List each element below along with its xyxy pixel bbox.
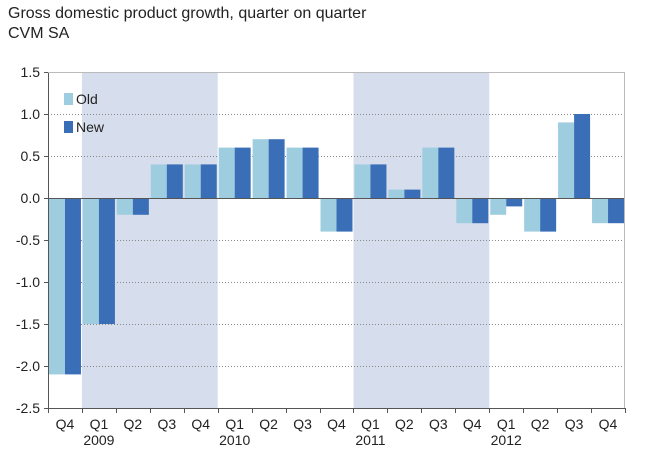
- x-tick-label-0: Q4: [56, 416, 75, 432]
- year-label-2010: 2010: [219, 432, 250, 448]
- x-tick-label-8: Q4: [327, 416, 346, 432]
- bar-new-15: [574, 114, 591, 198]
- bar-old-3: [150, 164, 167, 198]
- gridlines: [48, 114, 625, 367]
- y-tick-label-0: 1.5: [21, 64, 41, 80]
- bar-old-15: [558, 122, 575, 198]
- chart-title-block: Gross domestic product growth, quarter o…: [8, 4, 366, 44]
- legend: Old New: [64, 91, 105, 135]
- year-label-2011: 2011: [355, 432, 385, 448]
- chart-title: Gross domestic product growth, quarter o…: [8, 5, 367, 22]
- bar-old-10: [388, 189, 405, 198]
- x-tick-label-2: Q2: [124, 416, 143, 432]
- x-tick-label-12: Q4: [463, 416, 482, 432]
- legend-swatch-new: [64, 121, 73, 133]
- y-tick-label-1: 1.0: [21, 106, 41, 122]
- bar-new-1: [98, 198, 115, 324]
- bar-old-0: [48, 198, 65, 375]
- x-tick-label-13: Q1: [497, 416, 516, 432]
- y-tick-label-8: -2.5: [16, 400, 40, 416]
- bar-new-10: [404, 189, 421, 198]
- bar-old-12: [456, 198, 473, 224]
- bar-new-5: [234, 147, 251, 198]
- bar-new-0: [64, 198, 81, 375]
- legend-swatch-old: [64, 93, 73, 105]
- bar-old-8: [320, 198, 337, 232]
- bar-old-1: [82, 198, 99, 324]
- y-tick-label-2: 0.5: [21, 148, 41, 164]
- bar-old-6: [252, 139, 269, 198]
- legend-label-new: New: [76, 119, 105, 135]
- x-tick-label-4: Q4: [191, 416, 210, 432]
- year-label-2009: 2009: [83, 432, 114, 448]
- x-tick-label-5: Q1: [225, 416, 244, 432]
- x-tick-label-3: Q3: [157, 416, 176, 432]
- x-tick-label-7: Q3: [293, 416, 312, 432]
- bar-old-14: [524, 198, 541, 232]
- x-tick-label-6: Q2: [259, 416, 278, 432]
- legend-label-old: Old: [76, 91, 98, 107]
- x-tick-labels: Q4 Q1 Q2 Q3 Q4 Q1 Q2 Q3 Q4 Q1 Q2 Q3 Q4 Q1 Q2 Q3 Q4 2009 20…: [48, 408, 626, 448]
- x-tick-label-1: Q1: [90, 416, 109, 432]
- bar-new-6: [268, 139, 285, 198]
- bar-old-16: [592, 198, 609, 224]
- bar-new-9: [370, 164, 387, 198]
- bar-new-7: [302, 147, 319, 198]
- x-tick-label-10: Q2: [395, 416, 414, 432]
- x-tick-label-11: Q3: [429, 416, 448, 432]
- x-tick-label-14: Q2: [531, 416, 550, 432]
- bar-old-13: [490, 198, 507, 215]
- y-tick-label-4: -0.5: [16, 232, 40, 248]
- y-tick-label-6: -1.5: [16, 316, 40, 332]
- bar-old-9: [354, 164, 371, 198]
- axes: [48, 72, 625, 409]
- bar-new-8: [336, 198, 353, 232]
- bar-old-5: [218, 147, 235, 198]
- bar-old-4: [184, 164, 201, 198]
- bar-new-12: [472, 198, 489, 224]
- year-label-2012: 2012: [491, 432, 522, 448]
- bar-new-13: [506, 198, 523, 207]
- bar-new-16: [608, 198, 625, 224]
- x-tick-label-15: Q3: [565, 416, 584, 432]
- y-tick-label-3: 0.0: [21, 190, 41, 206]
- y-tick-label-5: -1.0: [16, 274, 40, 290]
- chart-subtitle: CVM SA: [8, 25, 70, 42]
- bar-new-14: [540, 198, 557, 232]
- bar-new-2: [132, 198, 149, 215]
- bar-old-7: [286, 147, 303, 198]
- bar-new-4: [200, 164, 217, 198]
- y-tick-labels: 1.5 1.0 0.5 0.0 -0.5 -1.0 -1.5 -2.0 -2.5: [16, 64, 48, 416]
- bar-new-11: [438, 147, 455, 198]
- bar-old-11: [422, 147, 439, 198]
- bars: [48, 114, 625, 375]
- x-tick-label-9: Q1: [361, 416, 380, 432]
- bar-old-2: [116, 198, 133, 215]
- bar-new-3: [166, 164, 183, 198]
- x-tick-label-16: Q4: [599, 416, 618, 432]
- shaded-year-band-1: [353, 72, 490, 408]
- y-tick-label-7: -2.0: [16, 358, 40, 374]
